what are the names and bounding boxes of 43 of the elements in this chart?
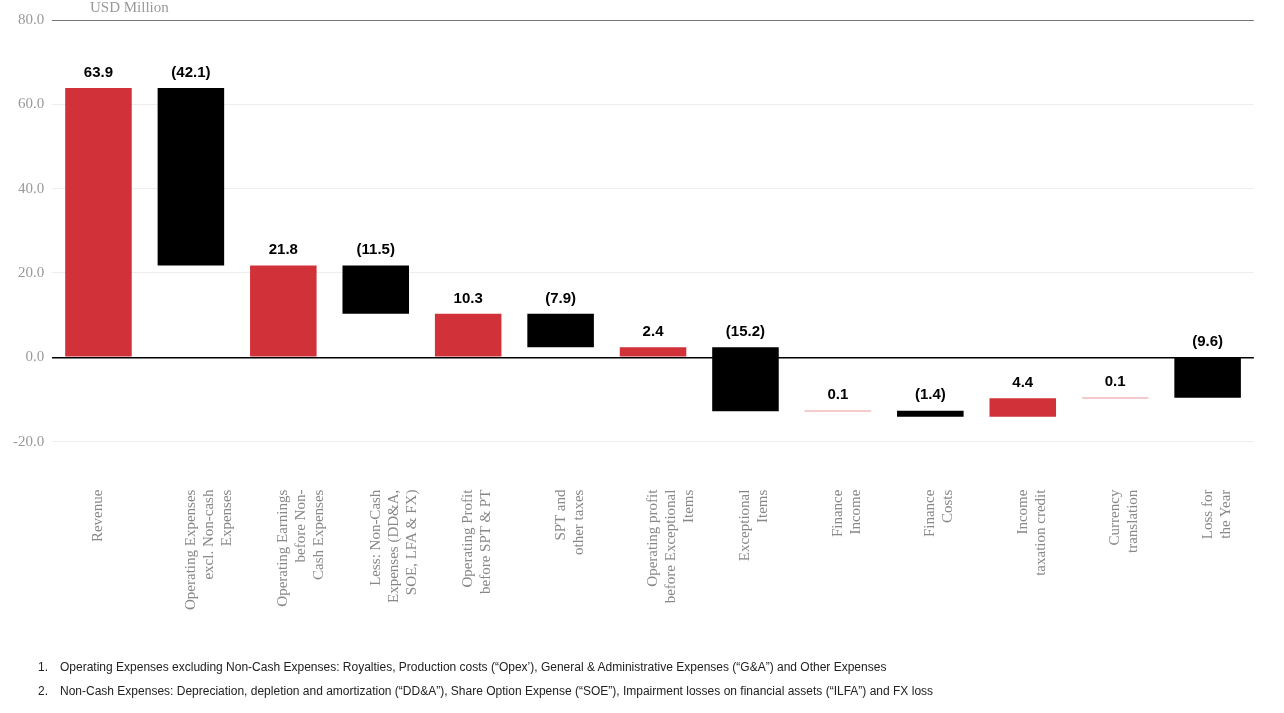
x-tick-label: Operating Expenses excl. Non-cash Expenses bbox=[181, 489, 234, 611]
y-axis-title: USD Million bbox=[90, 0, 170, 16]
bar bbox=[434, 313, 502, 357]
data-label: (7.9) bbox=[545, 288, 577, 306]
bar bbox=[619, 347, 687, 357]
x-tick-label: Finance Costs bbox=[921, 489, 956, 538]
y-tick-label: 80.0 bbox=[18, 10, 45, 27]
y-tick-label: 60.0 bbox=[18, 95, 45, 112]
data-label: (15.2) bbox=[725, 321, 766, 339]
text: 1. Operating Expenses excluding Non-Cash Expenses: Royalties, Production costs (“Opex’), General & Administrative Expenses (“G&A”) and Other Expenses bbox=[38, 660, 888, 674]
x-tick-label: Currency translation bbox=[1106, 489, 1141, 553]
data-label: 0.1 bbox=[1104, 372, 1126, 390]
data-label: 2.4 bbox=[642, 321, 665, 339]
data-label: 21.8 bbox=[268, 240, 298, 258]
x-tick-label: Revenue bbox=[89, 489, 106, 543]
bar bbox=[342, 265, 410, 314]
data-label: 0.1 bbox=[827, 385, 849, 403]
bar bbox=[250, 265, 317, 357]
x-tick-label: Operating profit before Exceptional Items bbox=[643, 488, 696, 604]
bar bbox=[897, 410, 964, 417]
x-tick-label: Finance Income bbox=[828, 489, 863, 538]
data-label: (11.5) bbox=[356, 240, 395, 258]
data-label: 4.4 bbox=[1012, 372, 1034, 390]
text: 2. Non-Cash Expenses: Depreciation, depletion and amortization (“DD&A”), Share Option Expense (“SOE”), Impairment losses on financial assets (“ILFA”) and FX loss bbox=[38, 684, 934, 698]
x-tick-label: Income taxation credit bbox=[1013, 488, 1048, 576]
bar bbox=[157, 87, 225, 266]
data-label: 10.3 bbox=[453, 288, 483, 306]
x-tick-label: SPT and other taxes bbox=[551, 489, 586, 556]
data-label: 63.9 bbox=[83, 62, 114, 80]
x-tick-label: Less: Non-Cash Expenses (DD&A, SOE, LFA & FX) bbox=[366, 489, 420, 603]
data-label: (42.1) bbox=[171, 62, 211, 80]
data-label: (9.6) bbox=[1192, 331, 1224, 349]
y-tick-label: 0.0 bbox=[25, 348, 45, 365]
bar bbox=[65, 87, 132, 357]
x-tick-label: Operating Profit before SPT & PT bbox=[459, 488, 494, 594]
x-tick-label: Exceptional Items bbox=[736, 489, 771, 562]
y-tick-label: -20.0 bbox=[13, 432, 45, 449]
data-label: (1.4) bbox=[914, 385, 946, 403]
bar bbox=[527, 313, 594, 348]
bar bbox=[989, 398, 1057, 417]
y-tick-label: 40.0 bbox=[18, 179, 45, 196]
y-tick-label: 20.0 bbox=[18, 263, 45, 280]
x-tick-label: Loss for the Year bbox=[1198, 489, 1233, 540]
